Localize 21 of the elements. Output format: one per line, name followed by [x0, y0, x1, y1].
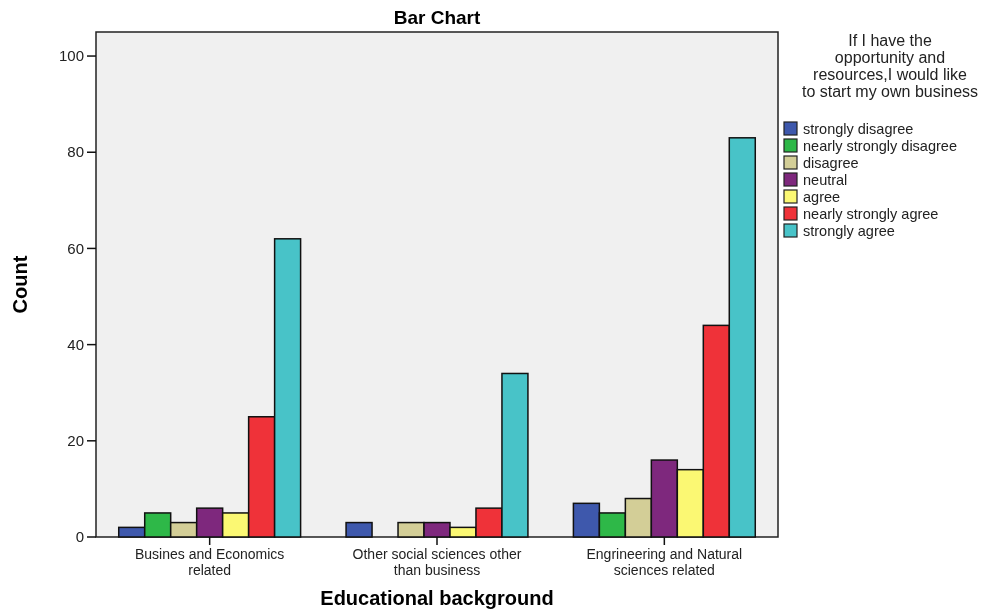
legend-label: disagree [803, 155, 859, 172]
legend-label: nearly strongly agree [803, 206, 939, 223]
legend-label: neutral [803, 172, 848, 189]
x-tick-label: Other social sciences other than business [352, 546, 522, 578]
y-tick-label: 20 [67, 432, 84, 450]
y-axis-title: Count [9, 255, 31, 314]
y-tick-label: 80 [67, 143, 84, 161]
y-tick-label: 60 [67, 239, 84, 257]
legend-label: nearly strongly disagree [803, 138, 957, 155]
legend-label: agree [803, 189, 841, 206]
y-tick-label: 40 [67, 335, 84, 353]
y-tick-label: 0 [75, 528, 84, 546]
bar [345, 521, 373, 538]
chart-title: Bar Chart [393, 7, 481, 28]
legend-label: strongly agree [803, 223, 895, 240]
x-tick-label: Busines and Economics related [134, 546, 285, 578]
legend-title: If I have the opportunity and resources,I would like to start my own business [801, 32, 979, 100]
x-axis-title: Educational background [320, 587, 554, 609]
x-tick-label: Engrineering and Natural sciences related [586, 546, 743, 578]
y-tick-label: 100 [58, 47, 84, 65]
legend-label: strongly disagree [803, 121, 914, 138]
